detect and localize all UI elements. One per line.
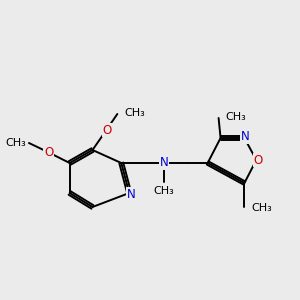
Text: O: O bbox=[254, 154, 263, 166]
Text: N: N bbox=[160, 157, 168, 169]
Text: O: O bbox=[44, 146, 53, 158]
Text: O: O bbox=[103, 124, 112, 136]
Text: N: N bbox=[127, 188, 136, 200]
Text: CH₃: CH₃ bbox=[5, 138, 26, 148]
Text: CH₃: CH₃ bbox=[251, 203, 272, 213]
Text: CH₃: CH₃ bbox=[124, 108, 145, 118]
Text: CH₃: CH₃ bbox=[154, 186, 174, 196]
Text: CH₃: CH₃ bbox=[226, 112, 246, 122]
Text: N: N bbox=[241, 130, 250, 143]
